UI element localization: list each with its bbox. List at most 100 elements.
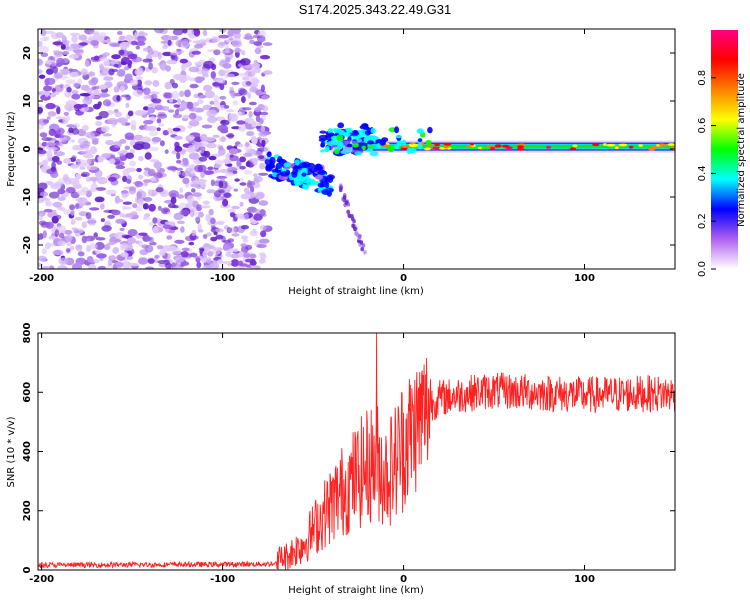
noise-blob: [135, 41, 146, 46]
noise-blob: [194, 164, 203, 173]
noise-blob: [148, 131, 159, 137]
noise-blob: [93, 232, 98, 238]
noise-blob: [48, 111, 56, 115]
noise-blob: [240, 193, 251, 200]
noise-blob: [107, 242, 115, 246]
noise-blob: [111, 209, 121, 216]
carrier-peak: [517, 145, 525, 149]
noise-blob: [45, 102, 56, 110]
noise-blob: [138, 240, 144, 247]
noise-blob: [71, 262, 83, 269]
noise-blob: [149, 159, 160, 163]
noise-blob: [62, 173, 69, 182]
noise-blob: [44, 30, 54, 34]
noise-blob: [94, 250, 101, 254]
noise-blob: [98, 110, 109, 119]
noise-blob: [250, 66, 261, 73]
noise-blob: [200, 205, 211, 209]
noise-blob: [143, 95, 149, 100]
noise-blob: [43, 208, 53, 213]
noise-blob: [244, 117, 255, 123]
noise-blob: [215, 228, 224, 233]
noise-blob: [228, 113, 238, 118]
noise-blob: [106, 220, 111, 226]
noise-blob: [237, 143, 244, 148]
noise-blob: [168, 229, 175, 234]
transition-blob: [277, 156, 283, 163]
noise-blob: [115, 238, 122, 243]
noise-blob: [75, 244, 83, 250]
noise-blob: [115, 218, 126, 224]
noise-blob: [188, 152, 200, 160]
transition-blob: [266, 151, 272, 158]
noise-blob: [202, 200, 210, 205]
colorbar-tick-label: 0.2: [697, 213, 708, 229]
noise-blob: [91, 86, 97, 91]
noise-blob: [256, 45, 264, 49]
noise-blob: [191, 188, 196, 193]
noise-blob: [166, 59, 177, 65]
noise-blob: [253, 41, 263, 46]
noise-blob: [74, 217, 83, 221]
noise-blob: [249, 253, 257, 259]
transition-blob: [364, 130, 371, 136]
noise-blob: [138, 257, 148, 265]
x-tick-label: 0: [400, 574, 407, 585]
noise-blob: [203, 170, 215, 176]
noise-blob: [156, 118, 162, 124]
noise-blob: [41, 137, 52, 141]
noise-blob: [204, 90, 215, 99]
streak-blob: [354, 231, 359, 236]
snr-y-label: SNR (10 * v/v): [6, 416, 17, 487]
carrier-blob: [334, 149, 340, 155]
noise-blob: [65, 100, 77, 107]
noise-blob: [70, 156, 77, 162]
noise-blob: [191, 50, 201, 55]
noise-blob: [210, 71, 216, 79]
noise-blob: [150, 91, 160, 95]
noise-blob: [153, 225, 159, 234]
noise-blob: [107, 214, 115, 219]
noise-blob: [140, 136, 152, 143]
noise-blob: [86, 158, 92, 165]
noise-blob: [114, 161, 125, 167]
noise-blob: [246, 181, 253, 189]
noise-blob: [48, 128, 56, 136]
noise-blob: [127, 53, 138, 60]
noise-blob: [119, 153, 124, 157]
y-tick-label: 0: [22, 145, 33, 152]
noise-blob: [167, 36, 174, 40]
noise-blob: [195, 78, 203, 84]
noise-blob: [93, 55, 100, 61]
noise-blob: [249, 39, 255, 45]
noise-blob: [117, 69, 126, 77]
noise-blob: [170, 51, 179, 56]
noise-blob: [45, 201, 54, 207]
noise-blob: [124, 213, 133, 218]
streak-blob: [363, 250, 367, 255]
noise-blob: [130, 262, 135, 266]
noise-blob: [218, 34, 230, 39]
noise-blob: [88, 79, 98, 86]
noise-blob: [103, 76, 114, 81]
noise-blob: [209, 100, 215, 105]
noise-blob: [239, 156, 247, 163]
noise-blob: [109, 59, 120, 65]
noise-blob: [39, 132, 48, 138]
noise-blob: [179, 90, 185, 98]
noise-blob: [154, 105, 164, 111]
noise-blob: [69, 71, 79, 78]
noise-blob: [209, 261, 220, 269]
noise-blob: [261, 94, 270, 100]
noise-blob: [261, 114, 267, 121]
noise-blob: [254, 47, 262, 55]
noise-blob: [243, 169, 253, 175]
noise-blob: [66, 248, 71, 253]
noise-blob: [202, 250, 208, 257]
noise-blob: [166, 235, 173, 240]
noise-blob: [51, 32, 60, 40]
noise-blob: [222, 198, 229, 207]
noise-blob: [140, 109, 148, 115]
noise-blob: [176, 152, 181, 160]
noise-blob: [90, 40, 99, 46]
